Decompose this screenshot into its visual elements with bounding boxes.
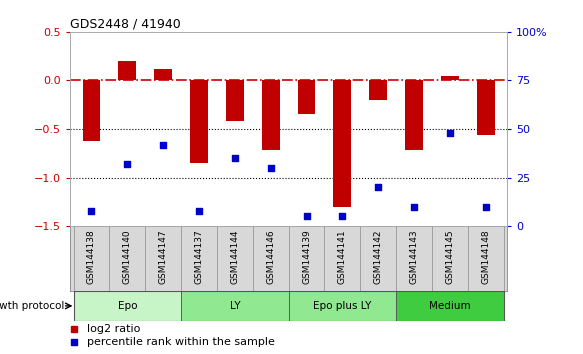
Bar — [297, 80, 315, 114]
Bar — [262, 80, 280, 150]
Point — [194, 208, 203, 213]
Text: GSM144146: GSM144146 — [266, 229, 275, 284]
Bar — [333, 80, 352, 207]
Text: Epo plus LY: Epo plus LY — [313, 301, 371, 311]
Text: GSM144143: GSM144143 — [409, 229, 419, 284]
Text: GSM144144: GSM144144 — [230, 229, 240, 284]
Bar — [190, 80, 208, 163]
Bar — [226, 80, 244, 121]
Point — [87, 208, 96, 213]
Point — [122, 161, 132, 167]
Bar — [154, 69, 172, 80]
Text: GSM144137: GSM144137 — [195, 229, 203, 284]
Text: GDS2448 / 41940: GDS2448 / 41940 — [70, 18, 181, 31]
Point — [409, 204, 419, 210]
Bar — [118, 61, 136, 80]
Point — [302, 213, 311, 219]
Bar — [289, 291, 396, 321]
Point — [266, 165, 275, 171]
Bar — [73, 291, 181, 321]
Text: GSM144147: GSM144147 — [159, 229, 168, 284]
Text: percentile rank within the sample: percentile rank within the sample — [87, 337, 275, 347]
Text: GSM144138: GSM144138 — [87, 229, 96, 284]
Text: Medium: Medium — [429, 301, 470, 311]
Bar — [396, 291, 504, 321]
Bar — [477, 80, 494, 135]
Point — [230, 155, 240, 161]
Point — [338, 213, 347, 219]
Text: GSM144148: GSM144148 — [481, 229, 490, 284]
Bar — [405, 80, 423, 150]
Text: Epo: Epo — [118, 301, 137, 311]
Text: log2 ratio: log2 ratio — [87, 324, 141, 334]
Point — [445, 130, 455, 136]
Bar — [441, 75, 459, 80]
Text: GSM144139: GSM144139 — [302, 229, 311, 284]
Text: GSM144141: GSM144141 — [338, 229, 347, 284]
Text: GSM144145: GSM144145 — [445, 229, 454, 284]
Bar — [181, 291, 289, 321]
Text: GSM144140: GSM144140 — [123, 229, 132, 284]
Point — [374, 184, 383, 190]
Bar — [369, 80, 387, 100]
Point — [481, 204, 490, 210]
Text: LY: LY — [230, 301, 240, 311]
Text: GSM144142: GSM144142 — [374, 229, 382, 284]
Point — [159, 142, 168, 147]
Text: growth protocol: growth protocol — [0, 301, 64, 311]
Bar — [83, 80, 100, 141]
